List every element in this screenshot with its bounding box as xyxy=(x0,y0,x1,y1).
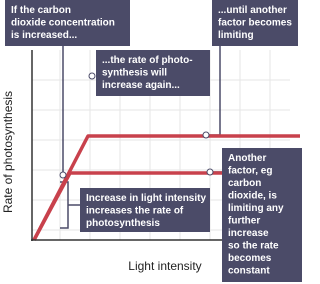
annotation-text: synthesis will xyxy=(102,68,167,79)
point xyxy=(206,168,214,176)
annotation-text: is increased... xyxy=(11,30,77,41)
annotation-text: dioxide, is xyxy=(228,191,277,202)
annotation-text: becomes xyxy=(228,253,272,264)
annotation-text: limiting any xyxy=(228,203,284,214)
annotation-text: factor, eg xyxy=(228,166,272,177)
annotation-box xyxy=(212,0,298,46)
upper-curve xyxy=(32,134,300,241)
point xyxy=(59,171,67,179)
annotation-text: If the carbon xyxy=(11,5,71,16)
annotation-text: Another xyxy=(228,153,266,164)
annotation-box xyxy=(222,148,302,282)
annotation-text: increase again... xyxy=(102,80,180,91)
annotation-text: further xyxy=(228,216,260,227)
annotation-text: ...the rate of photo- xyxy=(102,55,193,66)
annotation-text: so the rate xyxy=(228,241,279,252)
annotation-text: increases the rate of xyxy=(86,206,184,217)
point xyxy=(202,131,210,139)
annotation-text: factor becomes xyxy=(218,18,292,29)
annotation-box xyxy=(80,188,210,232)
annotation-text: increase xyxy=(228,228,269,239)
annotation-text: ...until another xyxy=(218,5,287,16)
x-axis-label: Light intensity xyxy=(128,259,201,273)
annotation-text: photosynthesis xyxy=(86,218,160,229)
annotation-text: dioxide concentration xyxy=(11,18,115,29)
annotation-text: carbon xyxy=(228,178,261,189)
y-axis-label: Rate of photosynthesis xyxy=(1,91,15,213)
annotation-box xyxy=(96,50,210,96)
annotation-text: Increase in light intensity xyxy=(86,193,206,204)
annotation-text: constant xyxy=(228,266,270,277)
annotation-box xyxy=(5,0,130,46)
point xyxy=(88,72,96,80)
annotation-text: limiting xyxy=(218,30,254,41)
diagram: Rate of photosynthesis Light intensity I… xyxy=(1,0,302,282)
